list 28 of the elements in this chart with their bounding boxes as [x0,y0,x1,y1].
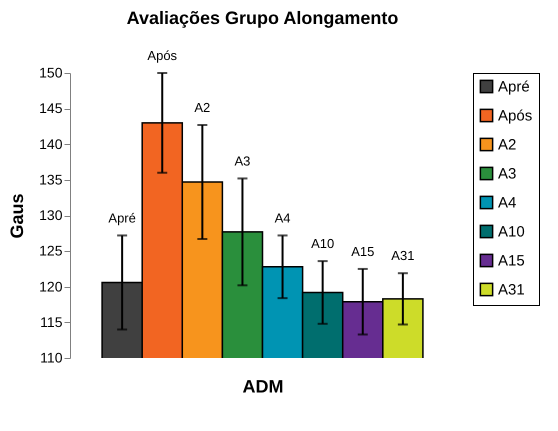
y-tick-label: 125 [39,242,63,259]
y-axis-title: Gaus [7,193,28,239]
legend-label: A15 [498,252,525,270]
legend-label: A31 [498,282,525,298]
y-tick-label: 120 [39,278,63,294]
text: A3 [234,153,250,168]
text: A2 [194,100,210,116]
y-tick-label: 135 [39,171,63,188]
chart-title: Avaliações Grupo Alongamento [126,8,398,28]
y-tick-label: 110 [40,350,63,366]
y-tick-label: 140 [39,136,63,152]
x-axis-title: ADM [242,376,284,396]
legend-label: A4 [498,194,516,212]
legend-label: A10 [498,224,525,240]
text: Após [147,48,178,63]
text: Apré [108,210,136,226]
legend-label: A3 [498,166,516,182]
legend-label: Após [498,108,532,124]
y-tick-label: 150 [39,64,63,80]
y-tick-label: 115 [40,314,63,330]
y-tick-label: 145 [39,100,63,116]
y-tick-label: 130 [39,207,63,223]
text: A31 [391,248,414,264]
text: A10 [311,236,334,252]
text: A15 [351,244,374,259]
text: A4 [274,210,291,226]
legend-label: Apré [498,78,530,96]
legend-label: A2 [498,136,516,154]
